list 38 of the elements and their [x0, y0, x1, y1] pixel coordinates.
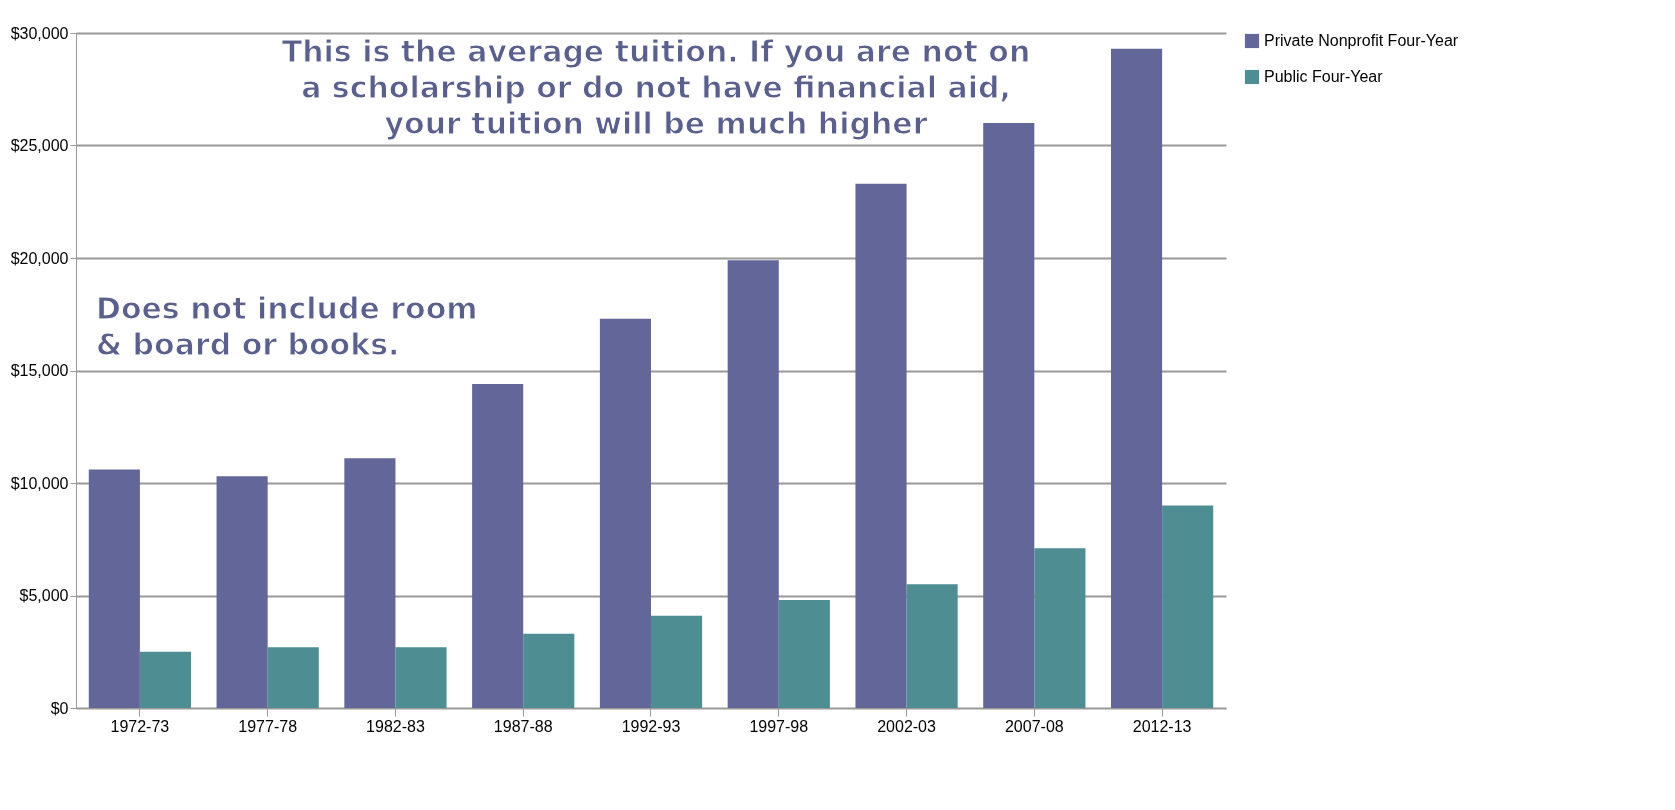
- bar: [139, 651, 191, 708]
- y-tick-label: $25,000: [10, 137, 69, 154]
- y-tick-label: $10,000: [10, 474, 69, 492]
- bar: [395, 647, 447, 708]
- bar: [472, 384, 524, 708]
- bar: [983, 123, 1035, 708]
- bar: [727, 260, 779, 708]
- x-tick-label: 2012-13: [1132, 717, 1192, 735]
- y-tick-label: $15,000: [10, 362, 69, 379]
- x-tick-label: 1992-93: [621, 717, 681, 735]
- legend-label: Public Four-Year: [1264, 68, 1384, 85]
- bar: [1034, 548, 1086, 708]
- bar: [216, 476, 268, 708]
- x-tick-label: 1972-73: [110, 717, 170, 735]
- bar: [778, 600, 830, 708]
- bar: [599, 318, 651, 708]
- bar: [1162, 505, 1214, 708]
- bar: [651, 615, 703, 708]
- bar: [88, 469, 140, 708]
- x-tick-label: 1977-78: [238, 717, 298, 735]
- y-tick-label: $5,000: [19, 587, 69, 604]
- bar: [267, 647, 319, 708]
- x-tick-label: 2007-08: [1004, 717, 1064, 735]
- y-tick-label: $20,000: [10, 249, 69, 267]
- annotation: Does not include room & board or books.: [96, 291, 478, 362]
- annotation: This is the average tuition. If you are not on a scholarship or do not have financial aid, your tuition will be much higher: [281, 34, 1031, 141]
- x-tick-label: 1982-83: [366, 717, 425, 735]
- y-tick-label: $0: [50, 699, 69, 717]
- x-tick-label: 2002-03: [877, 717, 937, 735]
- bar: [523, 633, 575, 708]
- bar: [1111, 48, 1163, 708]
- bar: [344, 458, 396, 708]
- y-tick-label: $30,000: [10, 24, 69, 42]
- legend-label: Private Nonprofit Four-Year: [1264, 32, 1459, 49]
- x-tick-label: 1997-98: [749, 717, 809, 735]
- bar: [855, 183, 907, 708]
- bar: [906, 584, 958, 708]
- x-tick-label: 1987-88: [493, 717, 553, 735]
